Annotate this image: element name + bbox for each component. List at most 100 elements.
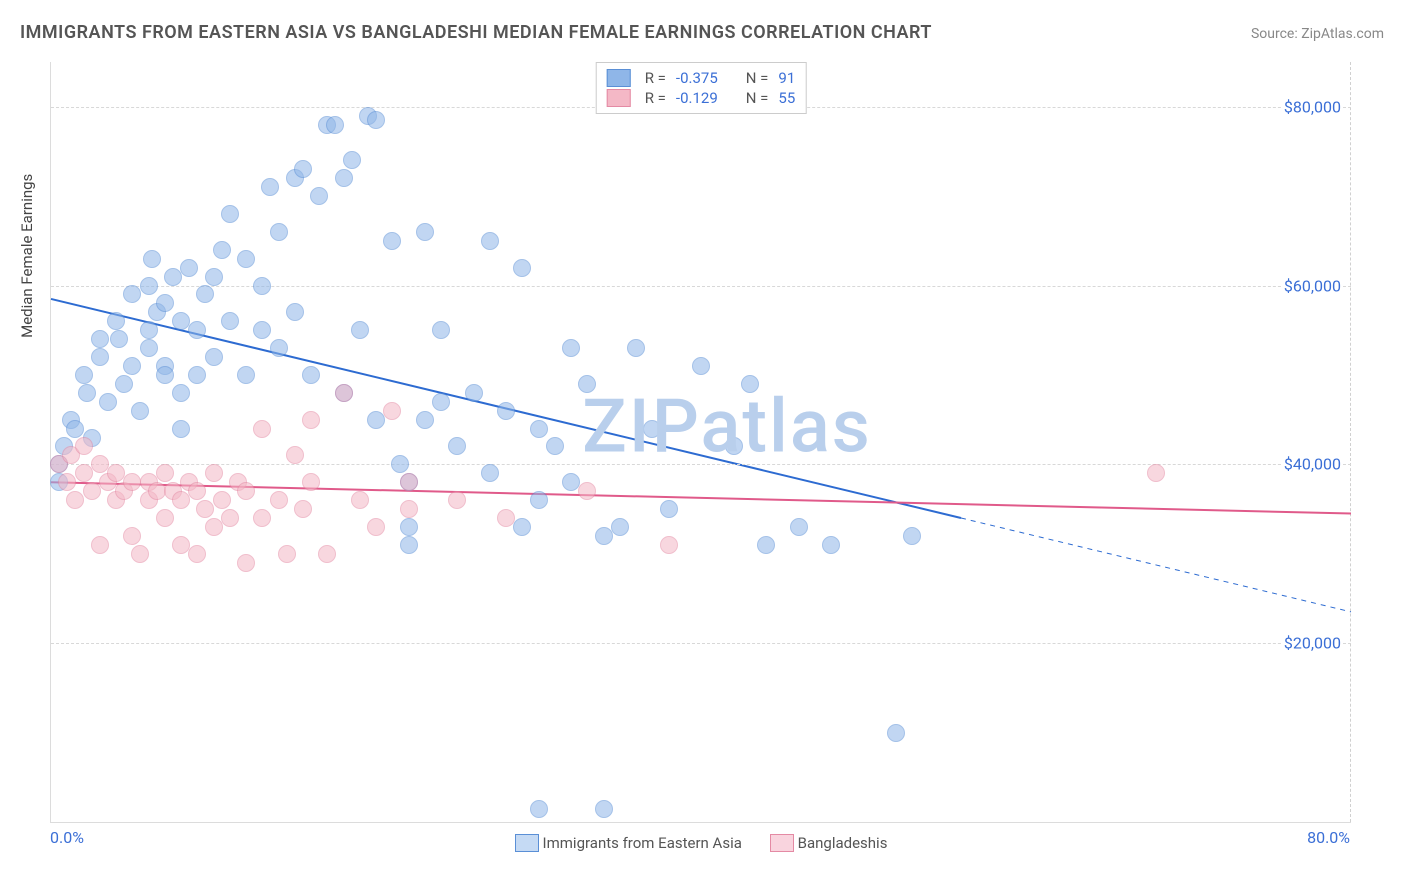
data-point <box>123 357 141 375</box>
data-point <box>367 111 385 129</box>
chart-title: IMMIGRANTS FROM EASTERN ASIA VS BANGLADE… <box>20 22 932 43</box>
x-tick-label: 0.0% <box>50 828 84 847</box>
n-value-2: 55 <box>778 89 795 107</box>
data-point <box>391 455 409 473</box>
data-point <box>91 348 109 366</box>
data-point <box>448 491 466 509</box>
data-point <box>481 464 499 482</box>
legend-row: R = -0.129 N = 55 <box>607 89 796 107</box>
data-point <box>513 518 531 536</box>
data-point <box>578 482 596 500</box>
data-point <box>497 402 515 420</box>
data-point <box>595 800 613 818</box>
data-point <box>757 536 775 554</box>
data-point <box>188 482 206 500</box>
data-point <box>99 393 117 411</box>
data-point <box>448 437 466 455</box>
data-point <box>822 536 840 554</box>
data-point <box>310 187 328 205</box>
y-tick-label: $60,000 <box>1282 276 1343 295</box>
data-point <box>643 420 661 438</box>
data-point <box>627 339 645 357</box>
data-point <box>692 357 710 375</box>
r-label: R = <box>645 89 666 107</box>
data-point <box>91 536 109 554</box>
data-point <box>205 348 223 366</box>
data-point <box>530 491 548 509</box>
plot-right-border <box>1350 62 1351 822</box>
data-point <box>286 446 304 464</box>
data-point <box>660 500 678 518</box>
data-point <box>261 178 279 196</box>
data-point <box>143 250 161 268</box>
data-point <box>578 375 596 393</box>
legend-item: Bangladeshis <box>770 834 888 852</box>
data-point <box>278 545 296 563</box>
data-point <box>140 339 158 357</box>
legend-swatch <box>515 834 539 852</box>
data-point <box>741 375 759 393</box>
data-point <box>172 491 190 509</box>
watermark: ZIPatlas <box>582 383 872 470</box>
data-point <box>513 259 531 277</box>
data-point <box>400 500 418 518</box>
data-point <box>270 491 288 509</box>
data-point <box>172 420 190 438</box>
data-point <box>75 366 93 384</box>
data-point <box>156 464 174 482</box>
gridline <box>51 643 1351 644</box>
data-point <box>131 545 149 563</box>
legend-row: R = -0.375 N = 91 <box>607 69 796 87</box>
data-point <box>1147 464 1165 482</box>
data-point <box>887 724 905 742</box>
data-point <box>530 420 548 438</box>
data-point <box>188 545 206 563</box>
data-point <box>58 473 76 491</box>
data-point <box>156 294 174 312</box>
data-point <box>351 321 369 339</box>
data-point <box>66 420 84 438</box>
data-point <box>253 321 271 339</box>
data-point <box>725 437 743 455</box>
data-point <box>78 384 96 402</box>
r-value-2: -0.129 <box>676 89 718 107</box>
data-point <box>83 482 101 500</box>
data-point <box>400 473 418 491</box>
y-axis-title: Median Female Earnings <box>18 174 36 338</box>
legend-label: Immigrants from Eastern Asia <box>543 834 742 852</box>
data-point <box>172 384 190 402</box>
data-point <box>367 518 385 536</box>
data-point <box>432 393 450 411</box>
data-point <box>205 464 223 482</box>
data-point <box>237 482 255 500</box>
data-point <box>367 411 385 429</box>
legend-swatch-series-1 <box>607 69 631 87</box>
data-point <box>180 259 198 277</box>
y-tick-label: $80,000 <box>1282 97 1343 116</box>
data-point <box>790 518 808 536</box>
data-point <box>294 160 312 178</box>
data-point <box>66 491 84 509</box>
data-point <box>237 250 255 268</box>
data-point <box>140 277 158 295</box>
data-point <box>140 321 158 339</box>
data-point <box>172 312 190 330</box>
data-point <box>253 277 271 295</box>
data-point <box>497 509 515 527</box>
data-point <box>91 455 109 473</box>
data-point <box>302 411 320 429</box>
legend-label: Bangladeshis <box>798 834 888 852</box>
data-point <box>75 464 93 482</box>
data-point <box>318 545 336 563</box>
data-point <box>432 321 450 339</box>
data-point <box>343 151 361 169</box>
data-point <box>196 500 214 518</box>
data-point <box>270 339 288 357</box>
x-tick-label: 80.0% <box>1307 828 1350 847</box>
data-point <box>110 330 128 348</box>
data-point <box>107 312 125 330</box>
data-point <box>481 232 499 250</box>
data-point <box>156 366 174 384</box>
data-point <box>156 509 174 527</box>
data-point <box>383 232 401 250</box>
